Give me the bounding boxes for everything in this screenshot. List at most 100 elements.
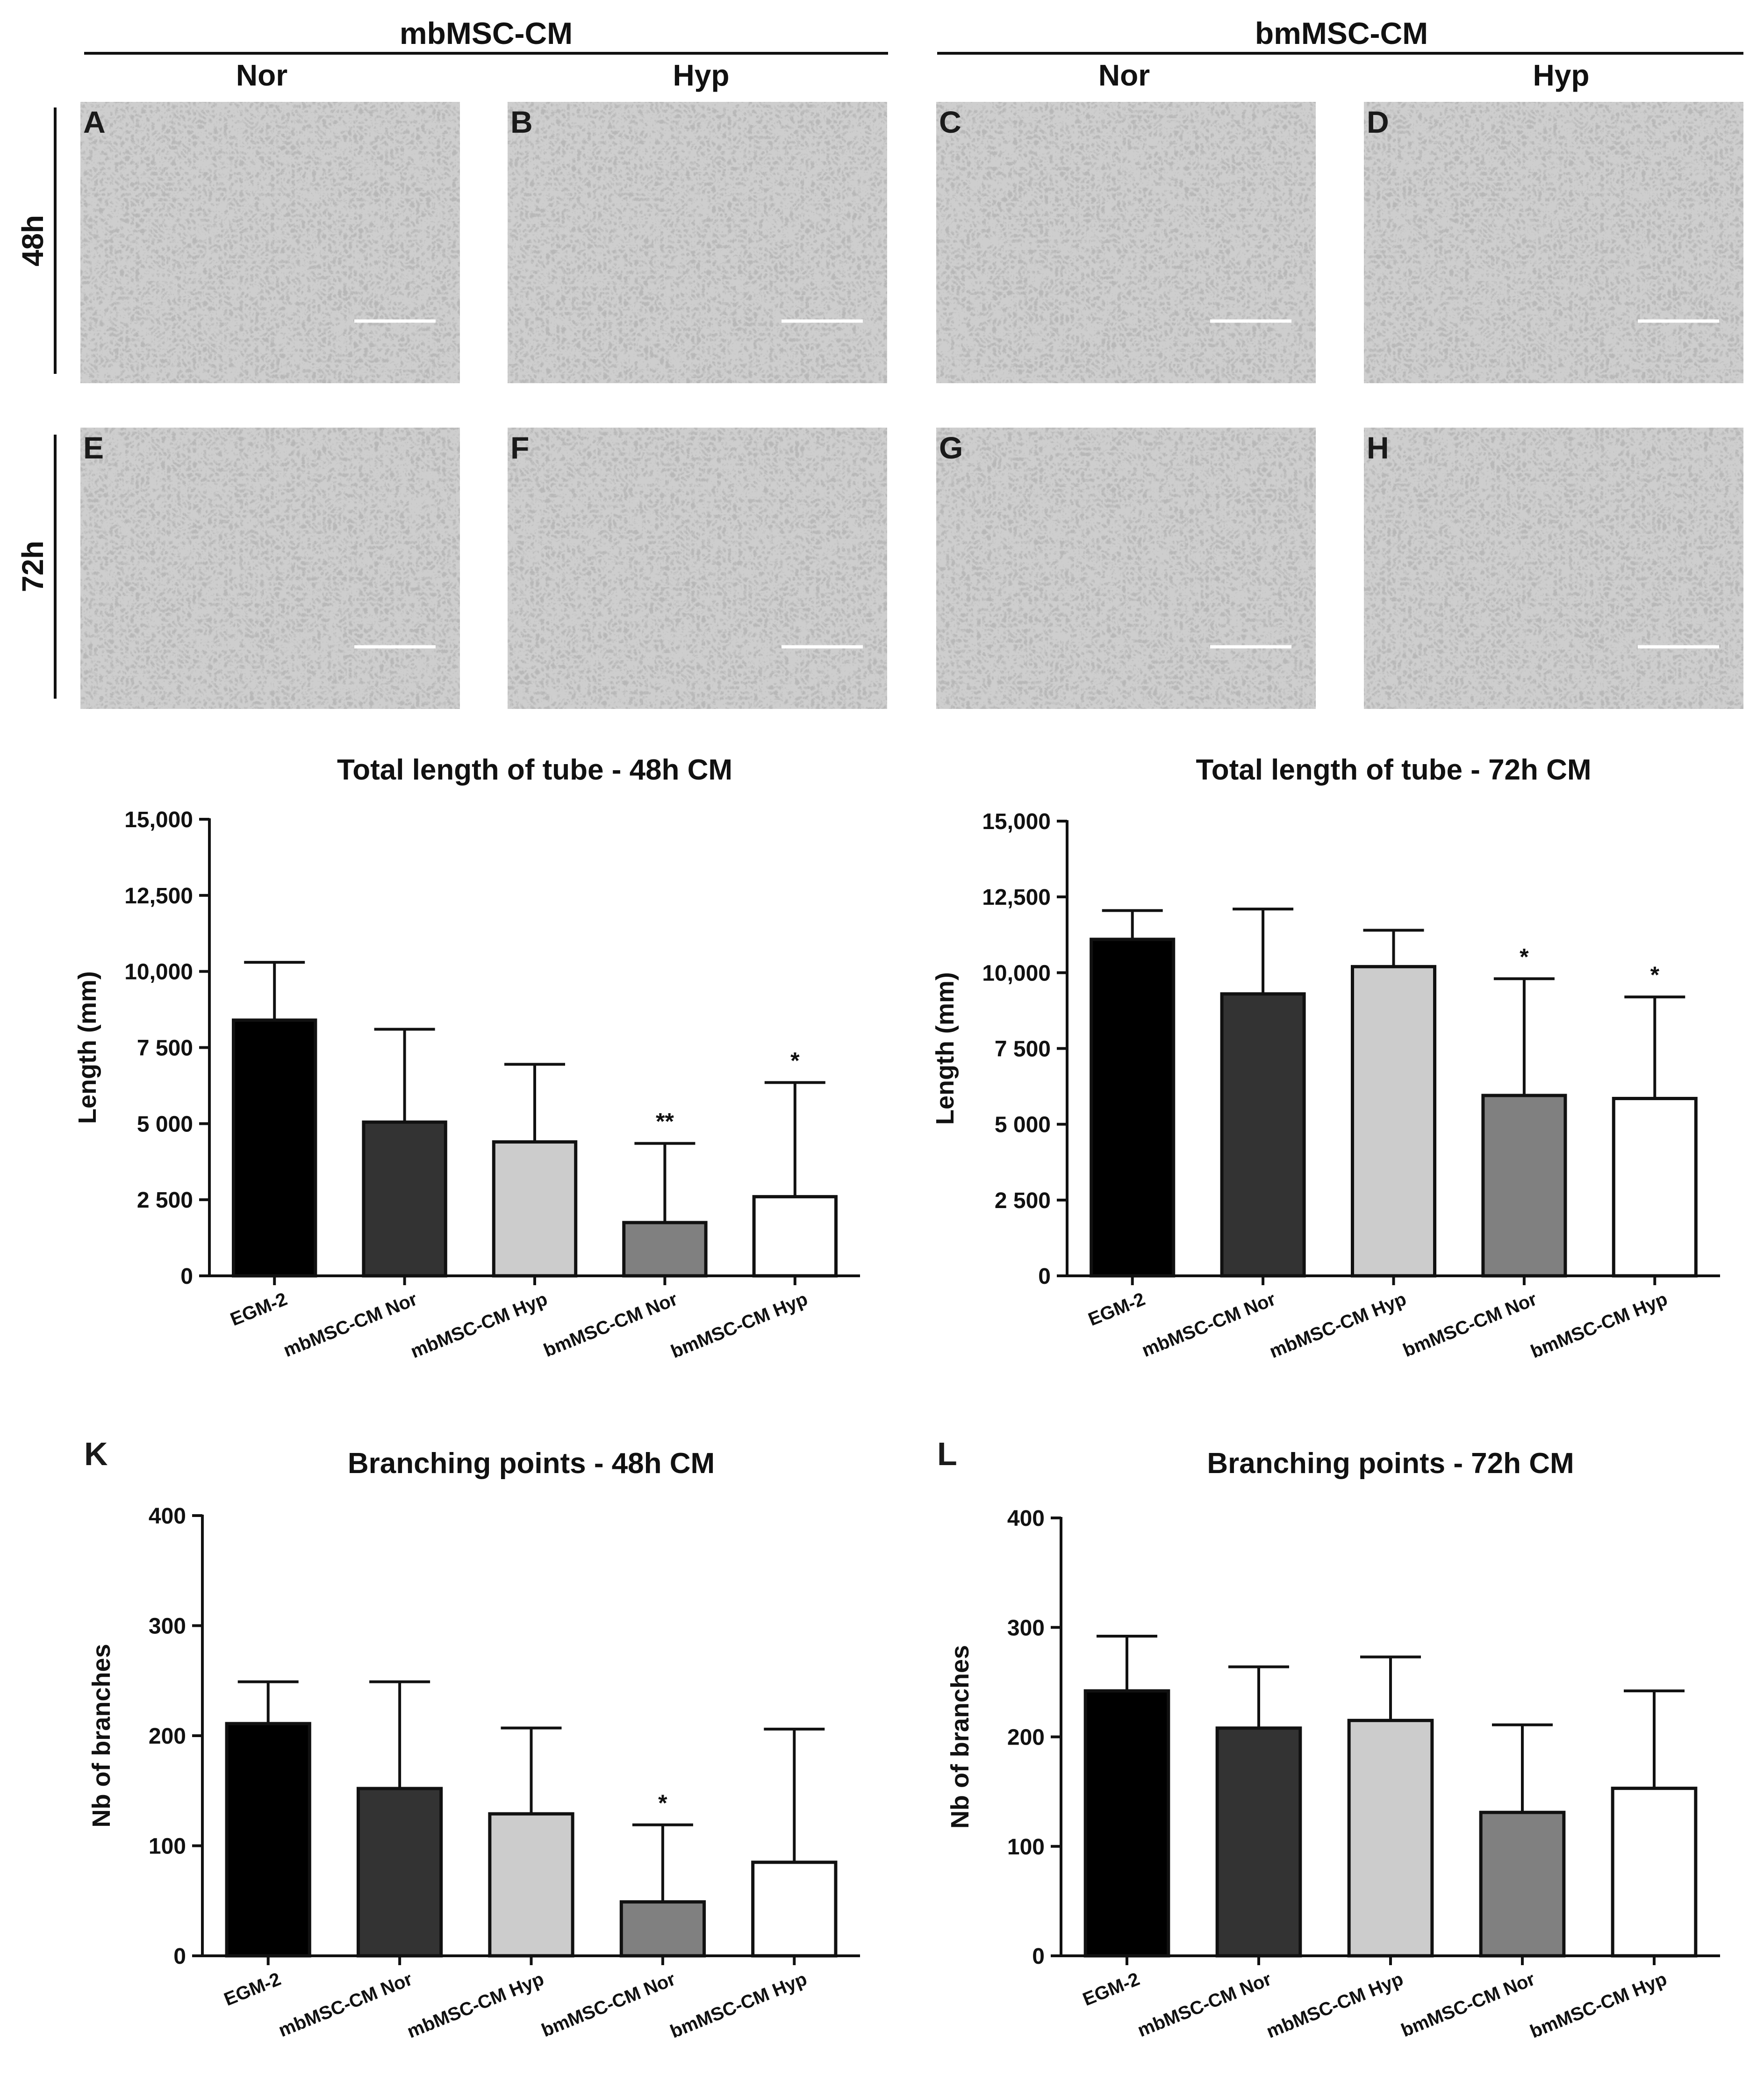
chart-title: Branching points - 72h CM [1207, 1447, 1574, 1480]
panel-letter: B [510, 105, 533, 139]
x-tick-label: mbMSC-CM Nor [1135, 1969, 1275, 2041]
micrograph-panel-b: B [508, 102, 887, 383]
x-tick-label: mbMSC-CM Hyp [1263, 1969, 1406, 2042]
y-tick-label: 300 [149, 1614, 186, 1639]
y-tick-label: 0 [180, 1264, 193, 1289]
micrograph-cell-network [80, 102, 460, 383]
column-label-nor-1: Nor [236, 58, 287, 92]
group-header-bmmsc: bmMSC-CM [1255, 16, 1428, 50]
micrograph-cell-network [936, 102, 1316, 383]
y-tick-label: 300 [1007, 1616, 1045, 1640]
x-tick-label: bmMSC-CM Nor [1400, 1289, 1540, 1361]
chart-2: Total length of tube - 72h CM Length (mm)… [931, 754, 1720, 1362]
bar-egm-2 [225, 1722, 311, 1958]
panel-letter: L [937, 1436, 957, 1472]
bar-bmmsc-cm-nor [1481, 1094, 1567, 1278]
bar-mbmsc-cm-hyp [1350, 965, 1437, 1278]
micrograph-panel-g: G [936, 428, 1316, 709]
column-label-nor-2: Nor [1098, 58, 1150, 92]
significance-marker: ** [656, 1109, 674, 1135]
bar-mbmsc-cm-nor [362, 1120, 447, 1278]
charts: Total length of tube - 48h CM Length (mm)… [73, 754, 1720, 2042]
y-tick-label: 10,000 [124, 960, 193, 985]
y-axis-label: Nb of branches [87, 1644, 115, 1827]
y-tick-label: 400 [1007, 1506, 1045, 1531]
x-tick-label: EGM-2 [1085, 1289, 1148, 1330]
micrograph-panel-c: C [936, 102, 1316, 383]
panel-letter: F [510, 430, 529, 465]
micrograph-headers: mbMSC-CM bmMSC-CM Nor Hyp Nor Hyp 48h 72… [16, 16, 1743, 699]
panel-letter: C [939, 105, 961, 139]
significance-marker: * [658, 1790, 667, 1816]
x-tick-label: bmMSC-CM Hyp [1527, 1969, 1670, 2042]
micrograph-cell-network [936, 428, 1316, 709]
micrograph-cell-network [1364, 102, 1743, 383]
y-tick-label: 2 500 [137, 1188, 193, 1213]
y-tick-label: 400 [149, 1504, 186, 1529]
x-tick-label: mbMSC-CM Hyp [1267, 1289, 1409, 1362]
x-tick-label: bmMSC-CM Nor [541, 1289, 681, 1361]
bar-mbmsc-cm-hyp [492, 1140, 578, 1278]
x-tick-label: EGM-2 [1080, 1969, 1142, 2010]
column-label-hyp-2: Hyp [1533, 58, 1590, 92]
bar-bmmsc-cm-nor [622, 1221, 708, 1278]
significance-marker: * [1650, 962, 1660, 988]
row-label-72h: 72h [16, 541, 50, 592]
bar-bmmsc-cm-nor [1479, 1810, 1566, 1958]
chart-title: Branching points - 48h CM [348, 1447, 715, 1480]
y-tick-label: 5 000 [995, 1113, 1051, 1138]
x-tick-label: mbMSC-CM Hyp [404, 1969, 547, 2042]
chart-1: Total length of tube - 48h CM Length (mm)… [73, 754, 860, 1362]
y-tick-label: 100 [1007, 1835, 1045, 1860]
y-tick-label: 5 000 [137, 1112, 193, 1137]
y-tick-label: 12,500 [124, 884, 193, 909]
significance-marker: * [790, 1047, 800, 1073]
x-tick-label: mbMSC-CM Hyp [408, 1289, 550, 1362]
bar-mbmsc-cm-hyp [488, 1812, 574, 1958]
x-tick-label: bmMSC-CM Nor [1398, 1969, 1538, 2041]
x-tick-label: mbMSC-CM Nor [1139, 1289, 1279, 1361]
bar-mbmsc-cm-nor [356, 1787, 443, 1958]
x-tick-label: bmMSC-CM Hyp [667, 1969, 810, 2042]
micrograph-panel-f: F [508, 428, 887, 709]
bar-egm-2 [1090, 937, 1176, 1278]
bar-bmmsc-cm-hyp [752, 1195, 838, 1278]
chart-title: Total length of tube - 48h CM [337, 754, 732, 786]
y-tick-label: 7 500 [995, 1037, 1051, 1062]
bar-egm-2 [232, 1018, 317, 1278]
y-tick-label: 0 [1038, 1264, 1051, 1289]
bar-mbmsc-cm-nor [1215, 1726, 1302, 1958]
micrograph-cell-network [1364, 428, 1743, 709]
micrograph-panel-h: H [1364, 428, 1743, 709]
y-tick-label: 15,000 [124, 808, 193, 832]
x-tick-label: bmMSC-CM Hyp [1528, 1289, 1671, 1362]
bar-bmmsc-cm-hyp [1611, 1787, 1698, 1958]
y-tick-label: 0 [1032, 1944, 1045, 1969]
micrograph-cell-network [508, 428, 887, 709]
bar-egm-2 [1083, 1689, 1170, 1958]
group-header-mbmsc: mbMSC-CM [400, 16, 573, 50]
chart-title: Total length of tube - 72h CM [1196, 754, 1591, 786]
y-tick-label: 100 [149, 1834, 186, 1859]
x-tick-label: mbMSC-CM Nor [276, 1969, 416, 2041]
y-tick-label: 12,500 [982, 885, 1051, 910]
micrograph-panel-a: A [80, 102, 460, 383]
panel-letter: E [83, 430, 104, 465]
panel-letter: G [939, 430, 963, 465]
y-tick-label: 15,000 [982, 809, 1051, 834]
y-axis-label: Length (mm) [931, 972, 959, 1125]
micrograph-cell-network [80, 428, 460, 709]
bar-bmmsc-cm-hyp [1612, 1097, 1698, 1278]
bar-bmmsc-cm-hyp [751, 1860, 838, 1958]
micrograph-panel-e: E [80, 428, 460, 709]
panel-letter: H [1367, 430, 1389, 465]
significance-marker: * [1520, 944, 1529, 970]
x-tick-label: EGM-2 [221, 1969, 284, 2010]
y-tick-label: 7 500 [137, 1036, 193, 1061]
panel-letter: D [1367, 105, 1389, 139]
chart-3: K Branching points - 48h CM Nb of branches… [84, 1436, 860, 2042]
row-label-48h: 48h [16, 215, 50, 266]
y-axis-label: Length (mm) [73, 971, 101, 1124]
bar-bmmsc-cm-nor [619, 1900, 706, 1958]
